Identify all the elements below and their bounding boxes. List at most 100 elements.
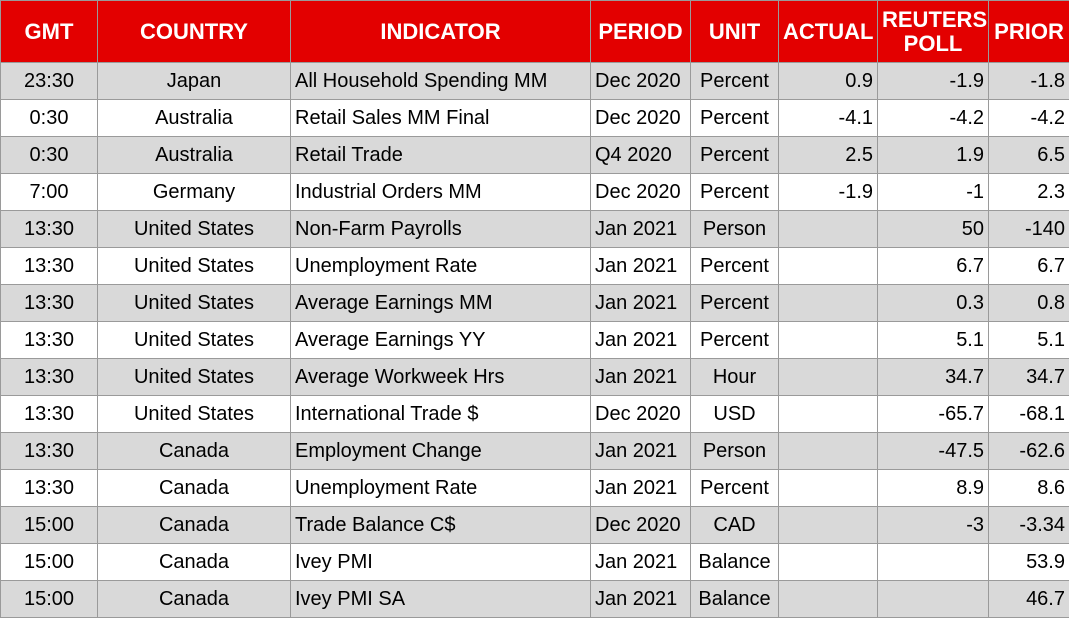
table-cell: Australia <box>98 100 291 137</box>
table-cell <box>878 544 989 581</box>
table-cell <box>779 322 878 359</box>
table-cell: 15:00 <box>1 544 98 581</box>
table-cell: All Household Spending MM <box>291 63 591 100</box>
table-cell: Percent <box>691 174 779 211</box>
table-cell: -4.1 <box>779 100 878 137</box>
table-cell: Jan 2021 <box>591 581 691 618</box>
table-cell <box>779 211 878 248</box>
table-cell: 0.8 <box>989 285 1069 322</box>
table-cell: 0.3 <box>878 285 989 322</box>
table-cell: -1.8 <box>989 63 1069 100</box>
table-cell: Ivey PMI <box>291 544 591 581</box>
table-cell: Retail Sales MM Final <box>291 100 591 137</box>
table-cell: Germany <box>98 174 291 211</box>
table-cell: International Trade $ <box>291 396 591 433</box>
table-cell: 7:00 <box>1 174 98 211</box>
table-cell: 34.7 <box>989 359 1069 396</box>
table-cell: Percent <box>691 63 779 100</box>
table-cell: Jan 2021 <box>591 322 691 359</box>
table-cell: Canada <box>98 507 291 544</box>
table-cell: Jan 2021 <box>591 433 691 470</box>
table-cell: Jan 2021 <box>591 248 691 285</box>
table-cell: Average Workweek Hrs <box>291 359 591 396</box>
table-cell: 15:00 <box>1 581 98 618</box>
table-cell: Dec 2020 <box>591 507 691 544</box>
table-cell: Jan 2021 <box>591 544 691 581</box>
table-cell <box>779 544 878 581</box>
table-cell: CAD <box>691 507 779 544</box>
table-cell: -62.6 <box>989 433 1069 470</box>
column-header: PERIOD <box>591 1 691 63</box>
table-cell: -65.7 <box>878 396 989 433</box>
table-cell: 6.7 <box>878 248 989 285</box>
table-cell: Q4 2020 <box>591 137 691 174</box>
table-cell: USD <box>691 396 779 433</box>
table-cell: -3 <box>878 507 989 544</box>
table-cell: 1.9 <box>878 137 989 174</box>
table-cell: Dec 2020 <box>591 100 691 137</box>
table-cell: Ivey PMI SA <box>291 581 591 618</box>
table-cell: Percent <box>691 285 779 322</box>
table-cell <box>779 581 878 618</box>
table-cell: Percent <box>691 470 779 507</box>
table-cell: Jan 2021 <box>591 470 691 507</box>
table-cell: Unemployment Rate <box>291 248 591 285</box>
table-cell: United States <box>98 248 291 285</box>
table-cell: 13:30 <box>1 211 98 248</box>
table-cell: Balance <box>691 581 779 618</box>
table-cell <box>779 507 878 544</box>
table-cell: Dec 2020 <box>591 174 691 211</box>
table-cell <box>779 396 878 433</box>
table-cell: -1.9 <box>779 174 878 211</box>
table-cell: Dec 2020 <box>591 63 691 100</box>
table-cell: 0:30 <box>1 100 98 137</box>
table-cell: 13:30 <box>1 433 98 470</box>
column-header: INDICATOR <box>291 1 591 63</box>
table-cell: Person <box>691 433 779 470</box>
table-cell: -68.1 <box>989 396 1069 433</box>
table-cell: Average Earnings MM <box>291 285 591 322</box>
table-cell: Person <box>691 211 779 248</box>
table-cell: Canada <box>98 433 291 470</box>
table-cell: Percent <box>691 137 779 174</box>
column-header: GMT <box>1 1 98 63</box>
table-cell: 0.9 <box>779 63 878 100</box>
table-cell: Percent <box>691 322 779 359</box>
table-cell <box>878 581 989 618</box>
table-cell: 6.7 <box>989 248 1069 285</box>
table-cell: -1.9 <box>878 63 989 100</box>
table-cell: -47.5 <box>878 433 989 470</box>
table-cell: Retail Trade <box>291 137 591 174</box>
table-cell: 46.7 <box>989 581 1069 618</box>
table-cell: 13:30 <box>1 248 98 285</box>
table-cell: 5.1 <box>878 322 989 359</box>
table-cell <box>779 433 878 470</box>
table-cell: Percent <box>691 100 779 137</box>
column-header: PRIOR <box>989 1 1069 63</box>
table-cell: Canada <box>98 470 291 507</box>
table-cell: Unemployment Rate <box>291 470 591 507</box>
table-cell: Japan <box>98 63 291 100</box>
table-cell: 6.5 <box>989 137 1069 174</box>
table-cell: Australia <box>98 137 291 174</box>
table-cell: 13:30 <box>1 322 98 359</box>
table-cell: Dec 2020 <box>591 396 691 433</box>
column-header: UNIT <box>691 1 779 63</box>
table-cell: 2.5 <box>779 137 878 174</box>
table-cell: Non-Farm Payrolls <box>291 211 591 248</box>
table-cell: 13:30 <box>1 285 98 322</box>
